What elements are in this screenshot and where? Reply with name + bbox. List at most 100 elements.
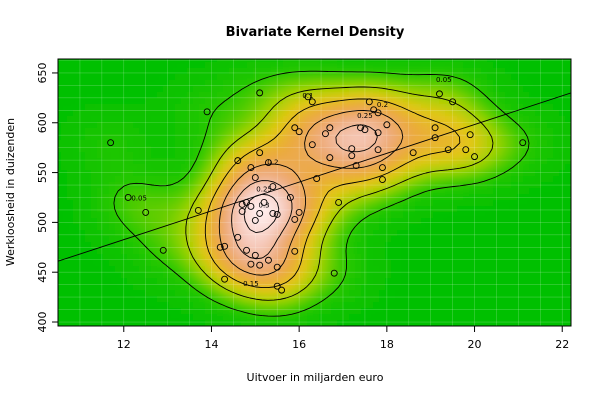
- density-cell: [115, 290, 122, 297]
- density-cell: [325, 80, 332, 87]
- density-cell: [253, 80, 260, 87]
- density-cell: [235, 200, 242, 207]
- density-cell: [541, 170, 548, 177]
- density-cell: [187, 200, 194, 207]
- density-cell: [217, 74, 224, 81]
- density-cell: [157, 296, 164, 303]
- density-cell: [457, 92, 464, 99]
- density-cell: [415, 266, 422, 273]
- density-cell: [289, 98, 296, 105]
- density-cell: [331, 260, 338, 267]
- density-cell: [493, 236, 500, 243]
- contour-label: 0.05: [131, 194, 147, 202]
- density-cell: [169, 308, 176, 315]
- density-cell: [421, 92, 428, 99]
- density-cell: [565, 104, 571, 111]
- density-cell: [277, 59, 284, 63]
- density-cell: [175, 254, 182, 261]
- density-cell: [115, 182, 122, 189]
- density-cell: [271, 92, 278, 99]
- density-cell: [433, 80, 440, 87]
- density-cell: [127, 134, 134, 141]
- density-cell: [457, 272, 464, 279]
- density-cell: [187, 164, 194, 171]
- density-cell: [271, 326, 278, 333]
- density-cell: [403, 218, 410, 225]
- density-cell: [67, 128, 74, 135]
- density-cell: [157, 272, 164, 279]
- density-cell: [187, 272, 194, 279]
- density-cell: [355, 218, 362, 225]
- density-cell: [67, 314, 74, 321]
- density-cell: [457, 104, 464, 111]
- density-cell: [121, 254, 128, 261]
- density-cell: [565, 74, 571, 81]
- density-cell: [115, 242, 122, 249]
- density-cell: [547, 140, 554, 147]
- density-cell: [493, 266, 500, 273]
- density-cell: [421, 308, 428, 315]
- density-cell: [115, 116, 122, 123]
- density-cell: [325, 98, 332, 105]
- density-cell: [271, 104, 278, 111]
- density-cell: [415, 236, 422, 243]
- density-cell: [511, 188, 518, 195]
- density-cell: [463, 314, 470, 321]
- density-cell: [79, 170, 86, 177]
- density-cell: [109, 194, 116, 201]
- density-cell: [103, 260, 110, 267]
- density-cell: [58, 59, 62, 63]
- density-cell: [547, 104, 554, 111]
- density-cell: [571, 86, 578, 93]
- density-cell: [403, 74, 410, 81]
- density-cell: [403, 272, 410, 279]
- density-cell: [487, 206, 494, 213]
- density-cell: [133, 212, 140, 219]
- density-cell: [487, 152, 494, 159]
- density-cell: [139, 116, 146, 123]
- density-cell: [499, 290, 506, 297]
- density-cell: [517, 194, 524, 201]
- density-cell: [247, 134, 254, 141]
- density-cell: [457, 206, 464, 213]
- density-cell: [379, 128, 386, 135]
- density-cell: [325, 236, 332, 243]
- density-cell: [121, 278, 128, 285]
- density-cell: [517, 212, 524, 219]
- density-cell: [481, 242, 488, 249]
- density-cell: [283, 314, 290, 321]
- density-cell: [445, 278, 452, 285]
- density-cell: [199, 134, 206, 141]
- density-cell: [289, 284, 296, 291]
- density-cell: [391, 140, 398, 147]
- density-cell: [121, 92, 128, 99]
- density-cell: [427, 68, 434, 75]
- density-cell: [283, 200, 290, 207]
- density-cell: [337, 320, 344, 326]
- density-cell: [109, 206, 116, 213]
- density-cell: [385, 110, 392, 117]
- density-cell: [535, 110, 542, 117]
- density-cell: [73, 260, 80, 267]
- density-cell: [457, 314, 464, 321]
- density-cell: [541, 68, 548, 75]
- density-cell: [61, 290, 68, 297]
- density-cell: [409, 326, 416, 333]
- density-cell: [205, 74, 212, 81]
- density-cell: [379, 182, 386, 189]
- density-cell: [325, 86, 332, 93]
- density-cell: [391, 68, 398, 75]
- density-cell: [289, 278, 296, 285]
- density-cell: [517, 86, 524, 93]
- density-cell: [73, 140, 80, 147]
- density-cell: [463, 104, 470, 111]
- density-cell: [367, 236, 374, 243]
- density-cell: [427, 92, 434, 99]
- density-cell: [403, 110, 410, 117]
- density-cell: [487, 86, 494, 93]
- density-cell: [307, 176, 314, 183]
- density-cell: [67, 110, 74, 117]
- density-cell: [415, 248, 422, 255]
- density-cell: [361, 110, 368, 117]
- density-cell: [97, 236, 104, 243]
